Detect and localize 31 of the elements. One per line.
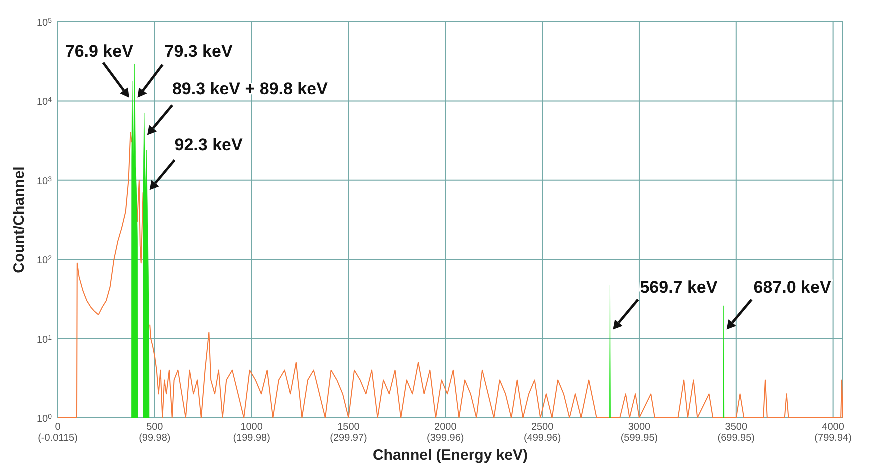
y-tick-label: 10$^{5}$	[36, 18, 52, 29]
y-tick-label: 10$^{2}$	[36, 255, 52, 267]
x2-tick-label: (399.96)	[427, 433, 464, 444]
x-tick-label: 3000	[628, 422, 652, 433]
x-tick-label: 2000	[434, 422, 458, 433]
x-tick-label: 1500	[338, 422, 360, 433]
x2-tick-label: (199.98)	[233, 433, 270, 444]
x2-tick-label: (-0.0115)	[38, 433, 78, 444]
x2-tick-label: (99.98)	[139, 433, 171, 444]
x-tick-label: 500	[146, 422, 164, 433]
annotation: 76.9 keV	[65, 42, 134, 61]
x-tick-label: 0	[55, 422, 62, 433]
y-tick-label: 10$^{4}$	[36, 96, 52, 108]
x2-tick-label: (599.95)	[620, 433, 658, 444]
x2-tick-label: (499.96)	[524, 433, 562, 444]
x-axis-title: Channel (Energy keV)	[372, 447, 528, 464]
x2-tick-label: (299.97)	[330, 433, 368, 444]
annotation: 92.3 keV	[174, 135, 244, 154]
x-tick-label: 4000	[822, 422, 845, 433]
annotation: 569.7 keV	[640, 278, 718, 297]
annotation: 79.3 keV	[164, 42, 234, 61]
x-tick-label: 1000	[240, 422, 264, 433]
x-tick-label: 2500	[531, 422, 554, 433]
y-tick-label: 10$^{3}$	[36, 176, 52, 188]
y-tick-label: 10$^{0}$	[36, 414, 52, 425]
x2-tick-label: (699.95)	[718, 433, 756, 444]
x-tick-label: 3500	[725, 422, 748, 433]
y-tick-label: 10$^{1}$	[36, 334, 52, 346]
annotation: 687.0 keV	[754, 278, 832, 297]
y-axis-title: Count/Channel	[11, 166, 28, 274]
x2-tick-label: (799.94)	[814, 433, 852, 444]
